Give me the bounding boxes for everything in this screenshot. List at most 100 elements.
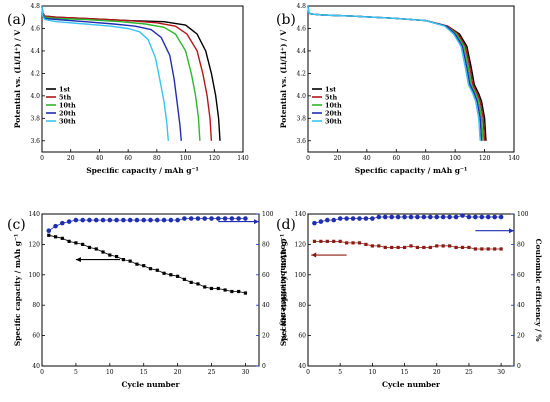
data-point-capacity [94,247,98,251]
data-point-efficiency [80,217,85,223]
data-point-capacity [74,241,78,245]
x-tick-label: 5 [338,369,342,376]
data-point-efficiency [402,214,407,220]
panel-label: (b) [276,12,296,28]
x-tick-label: 100 [180,155,192,162]
data-point-capacity [390,245,394,250]
data-point-efficiency [161,217,167,223]
data-point-capacity [486,247,490,251]
data-point-efficiency [66,219,72,224]
data-point-capacity [209,286,214,291]
axis-arrow-head [75,257,81,263]
y-tick-label: 60 [298,333,306,340]
series-line-efficiency [314,215,502,224]
data-point-efficiency [498,214,504,220]
data-point-capacity [415,245,420,250]
x-tick-label: 0 [306,155,310,162]
data-point-efficiency [209,216,214,221]
series-line-efficiency [48,218,246,232]
y-tick-label: 4.4 [296,48,306,55]
data-point-efficiency [73,217,79,223]
series-line-capacity [314,240,502,250]
legend-entry: 30th [325,117,342,125]
y-tick-label: 4.8 [30,3,40,10]
data-point-capacity [312,239,317,243]
data-point-capacity [332,239,336,243]
data-point-capacity [480,247,484,251]
data-point-capacity [230,289,234,294]
data-point-capacity [499,247,503,251]
data-point-efficiency [485,214,491,220]
y-tick-label: 140 [29,211,41,218]
data-point-efficiency [188,216,194,221]
data-point-capacity [108,253,112,257]
y-tick-label: 140 [295,211,307,218]
data-point-efficiency [46,228,52,234]
series-line-30th [41,5,169,141]
data-point-efficiency [376,214,382,220]
panel-d: (d) 0 5 10 15 20 25 30 40 60 80 100 120 140 0 20 40 60 80 1… [276,211,543,389]
x-tick-label: 140 [508,155,520,162]
data-point-efficiency [408,214,414,220]
x-tick-label: 0 [40,155,44,162]
data-point-efficiency [473,214,478,220]
y-tick-label: 4.0 [30,93,40,100]
data-point-capacity [67,239,71,243]
y2-tick-label: 80 [517,241,525,248]
data-point-efficiency [492,214,497,220]
series-line-10th [41,5,201,141]
data-point-capacity [135,262,139,266]
x-tick-label: 80 [153,155,161,162]
y2-tick-label: 80 [262,241,270,248]
panel-a: (a) 0 20 40 60 80 100 120 140 3.6 3.8 4.0 4.2 4.4 4.6 4… [7,3,249,175]
x-tick-label: 10 [106,369,114,376]
y2-tick-label: 60 [517,272,525,279]
legend-entry: 30th [59,117,76,125]
y2-tick-label: 20 [517,333,525,340]
data-point-efficiency [222,216,228,221]
y-axis-label: Potential vs. (Li/Li⁺) / V [279,30,288,129]
data-point-capacity [370,244,374,248]
data-point-efficiency [357,216,362,221]
data-point-capacity [345,241,349,245]
data-point-efficiency [350,216,356,221]
x-tick-label: 60 [392,155,400,162]
data-point-efficiency [363,216,369,221]
data-point-capacity [493,247,497,251]
data-point-capacity [128,259,132,263]
data-point-capacity [169,273,173,277]
x-tick-label: 140 [237,155,249,162]
data-point-capacity [351,241,355,245]
x-tick-label: 100 [449,155,461,162]
data-point-capacity [216,286,220,291]
data-point-capacity [237,289,241,294]
y-tick-label: 4.6 [30,25,40,32]
data-point-efficiency [93,217,99,223]
data-point-efficiency [141,217,147,223]
y-tick-label: 40 [32,363,40,370]
data-point-capacity [148,267,153,271]
x-tick-label: 0 [40,369,44,376]
data-point-capacity [121,258,125,262]
y-tick-label: 4.4 [30,48,40,55]
data-point-efficiency [440,214,446,220]
panel-label: (c) [7,217,26,233]
data-point-capacity [473,247,477,251]
y2-axis-label: Coulombic efficiency / % [534,239,543,342]
x-tick-label: 40 [96,155,104,162]
data-point-efficiency [168,217,174,223]
y-tick-label: 100 [29,272,41,279]
legend-entry: 20th [59,109,76,117]
data-point-efficiency [134,217,140,223]
data-point-efficiency [229,216,235,221]
legend-entry: 1st [59,85,70,93]
x-axis-label: Specific capacity / mAh g⁻¹ [86,166,199,175]
data-point-efficiency [148,217,153,223]
legend-entry: 10th [59,101,76,109]
y2-tick-label: 100 [517,211,529,218]
data-point-capacity [441,244,445,248]
data-point-efficiency [175,217,180,223]
data-point-efficiency [87,217,92,223]
data-point-efficiency [154,217,160,223]
data-point-capacity [319,239,323,243]
